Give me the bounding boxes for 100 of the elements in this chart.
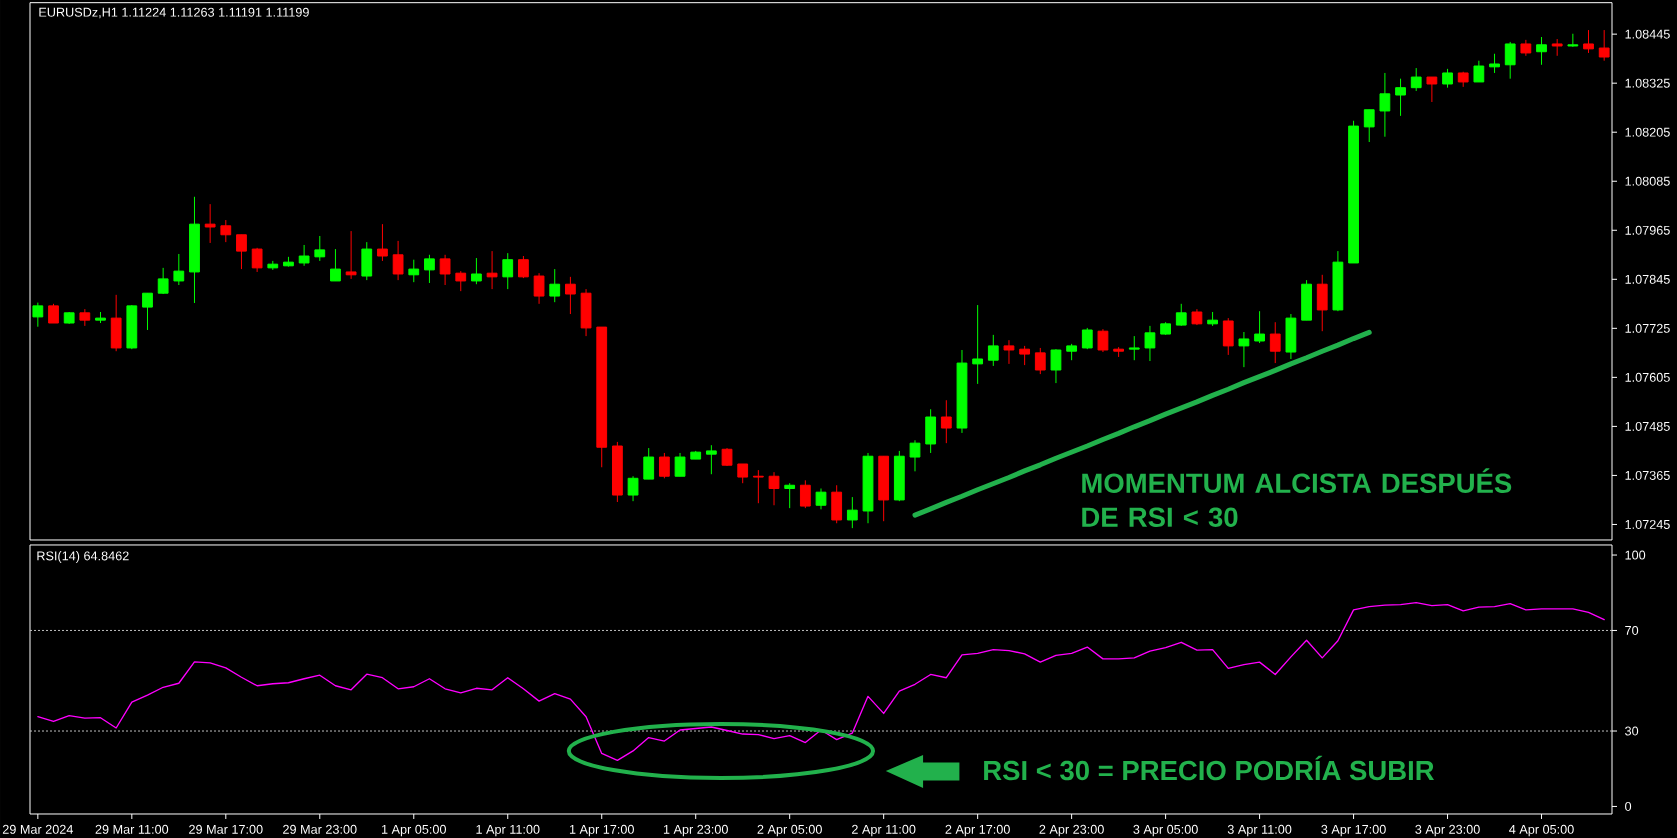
candlestick (658, 452, 670, 479)
candlestick (173, 253, 185, 286)
candlestick (424, 254, 435, 284)
candlestick (533, 272, 545, 305)
x-tick-label: 29 Mar 11:00 (95, 824, 169, 834)
candlestick (48, 303, 59, 324)
candlestick (1019, 345, 1031, 366)
candlestick (236, 234, 247, 270)
candlestick (627, 475, 639, 502)
candlestick (1410, 67, 1422, 92)
candlestick (752, 469, 764, 504)
candlestick (705, 444, 717, 475)
candlestick (1097, 328, 1109, 353)
x-tick-label: 3 Apr 11:00 (1227, 824, 1292, 837)
candlestick (1128, 335, 1140, 361)
x-tick-label: 1 Apr 05:00 (381, 824, 447, 837)
x-tick-label: 1 Apr 23:00 (663, 824, 728, 837)
y-tick-label: 100 (1625, 550, 1646, 560)
candlestick (502, 252, 514, 290)
y-tick-label: 1.07485 (1625, 421, 1670, 431)
x-tick-label: 2 Apr 11:00 (852, 824, 916, 837)
candlestick (972, 304, 984, 385)
x-tick-label: 2 Apr 05:00 (757, 824, 822, 837)
candlestick (251, 247, 263, 273)
candlestick (408, 259, 420, 283)
x-tick-label: 2 Apr 23:00 (1039, 824, 1104, 837)
candlestick (799, 479, 811, 509)
x-tick-label: 29 Mar 23:00 (283, 824, 357, 834)
candlestick (204, 203, 216, 244)
candlestick (784, 482, 796, 509)
candlestick (1442, 68, 1453, 89)
x-tick-label: 4 Apr 05:00 (1509, 824, 1574, 837)
candlestick (32, 302, 44, 328)
candlestick (1473, 60, 1485, 83)
y-tick-label: 1.08445 (1625, 29, 1670, 39)
candlestick (439, 254, 451, 286)
candlestick (1269, 321, 1281, 364)
annotation: RSI < 30 = PRECIO PODRÍA SUBIR (984, 755, 1435, 781)
candlestick (330, 248, 341, 282)
candlestick (314, 235, 326, 262)
candlestick (1379, 72, 1391, 138)
y-tick-label: 1.07965 (1625, 225, 1670, 235)
candlestick (768, 471, 780, 506)
candlestick (565, 276, 576, 315)
x-tick-label: 3 Apr 17:00 (1321, 824, 1386, 837)
candlestick (455, 270, 467, 292)
candlestick (1583, 29, 1594, 54)
y-tick-label: 1.07605 (1625, 372, 1670, 382)
y-tick-label: 0 (1625, 801, 1632, 811)
candlestick (1598, 29, 1610, 62)
candlestick (643, 447, 655, 480)
candlestick (1395, 78, 1406, 117)
x-tick-label: 3 Apr 05:00 (1133, 824, 1198, 837)
candlestick (1567, 33, 1579, 48)
candlestick (737, 463, 749, 484)
candlestick (549, 268, 561, 303)
candlestick (987, 334, 999, 367)
candlestick (674, 452, 686, 477)
candlestick (1003, 339, 1015, 365)
y-tick-label: 1.08085 (1625, 176, 1670, 186)
y-tick-label: 70 (1625, 625, 1639, 635)
y-tick-label: 1.07725 (1625, 323, 1670, 333)
candlestick (157, 267, 169, 295)
candlestick (377, 223, 388, 262)
candlestick (142, 292, 153, 331)
annotation: MOMENTUM ALCISTA DESPUÉS DE RSI < 30 (1082, 468, 1512, 527)
candlestick (1504, 41, 1516, 80)
y-tick-label: 1.08205 (1625, 127, 1670, 137)
x-tick-label: 29 Mar 2024 (2, 824, 74, 834)
candlestick (392, 240, 404, 281)
candlestick (1050, 348, 1062, 384)
x-tick-label: 3 Apr 23:00 (1415, 824, 1480, 837)
x-tick-label: 1 Apr 17:00 (569, 824, 634, 837)
candlestick (486, 250, 498, 290)
candlestick (846, 496, 858, 529)
y-tick-label: 1.07845 (1625, 274, 1670, 284)
candlestick (940, 399, 952, 444)
candlestick (1536, 36, 1547, 66)
candlestick (1254, 310, 1265, 344)
chart-title: EURUSDz,H1 1.11224 1.11263 1.11191 1.11199 (39, 7, 309, 19)
x-tick-label: 1 Apr 11:00 (476, 824, 540, 837)
y-tick-label: 30 (1625, 726, 1639, 736)
y-tick-label: 1.07245 (1625, 519, 1670, 529)
candlestick (1144, 325, 1156, 362)
candlestick (345, 230, 357, 280)
candlestick (471, 257, 482, 285)
candlestick (220, 219, 232, 243)
x-tick-label: 2 Apr 17:00 (945, 824, 1010, 837)
candlestick (1238, 331, 1250, 368)
candlestick (815, 488, 827, 510)
candlestick (1034, 347, 1046, 375)
x-tick-label: 29 Mar 17:00 (189, 824, 263, 834)
candlestick (1489, 53, 1500, 74)
y-tick-label: 1.08325 (1625, 78, 1670, 88)
y-tick-label: 1.07365 (1625, 470, 1670, 480)
candlestick (909, 439, 921, 472)
candlestick (1363, 109, 1375, 143)
candlestick (298, 244, 310, 267)
chart-title: RSI(14) 64.8462 (37, 551, 129, 563)
candlestick (1426, 76, 1438, 103)
